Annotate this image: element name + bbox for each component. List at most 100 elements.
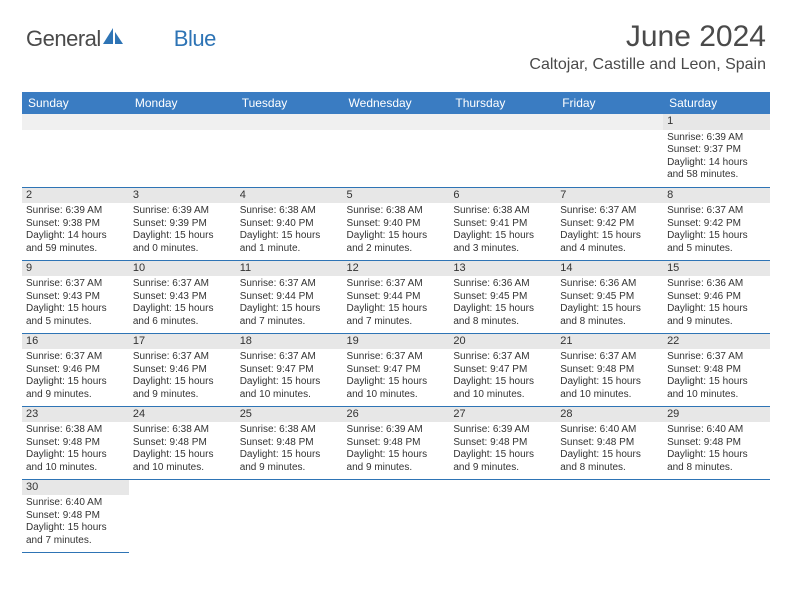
day-cell: 12Sunrise: 6:37 AMSunset: 9:44 PMDayligh… [343,260,450,333]
sunrise-text: Sunrise: 6:38 AM [453,205,552,218]
day-body: Sunrise: 6:37 AMSunset: 9:47 PMDaylight:… [449,349,556,405]
week-row: 2Sunrise: 6:39 AMSunset: 9:38 PMDaylight… [22,187,770,260]
day-number: 7 [556,188,663,204]
day-number: 1 [663,114,770,130]
day-body: Sunrise: 6:37 AMSunset: 9:47 PMDaylight:… [236,349,343,405]
day-number: 26 [343,407,450,423]
daylight-text: Daylight: 15 hours and 10 minutes. [667,376,766,401]
sunrise-text: Sunrise: 6:40 AM [560,424,659,437]
day-cell [22,114,129,187]
day-header: Tuesday [236,92,343,114]
day-cell: 16Sunrise: 6:37 AMSunset: 9:46 PMDayligh… [22,333,129,406]
day-number [449,114,556,130]
day-number: 21 [556,334,663,350]
day-header: Saturday [663,92,770,114]
sunset-text: Sunset: 9:48 PM [240,437,339,450]
day-cell: 17Sunrise: 6:37 AMSunset: 9:46 PMDayligh… [129,333,236,406]
day-number [343,114,450,130]
sunrise-text: Sunrise: 6:39 AM [667,132,766,145]
daylight-text: Daylight: 15 hours and 1 minute. [240,230,339,255]
sunset-text: Sunset: 9:46 PM [667,291,766,304]
day-body: Sunrise: 6:37 AMSunset: 9:43 PMDaylight:… [22,276,129,332]
sunset-text: Sunset: 9:40 PM [347,218,446,231]
day-body: Sunrise: 6:39 AMSunset: 9:48 PMDaylight:… [343,422,450,478]
day-body: Sunrise: 6:38 AMSunset: 9:40 PMDaylight:… [343,203,450,259]
day-cell: 26Sunrise: 6:39 AMSunset: 9:48 PMDayligh… [343,406,450,479]
brand-logo: General Blue [26,26,216,52]
day-cell [449,479,556,552]
daylight-text: Daylight: 15 hours and 9 minutes. [26,376,125,401]
day-header: Thursday [449,92,556,114]
sunrise-text: Sunrise: 6:37 AM [240,278,339,291]
week-row: 1Sunrise: 6:39 AMSunset: 9:37 PMDaylight… [22,114,770,187]
sunset-text: Sunset: 9:41 PM [453,218,552,231]
day-number: 6 [449,188,556,204]
sunset-text: Sunset: 9:48 PM [26,437,125,450]
day-number: 16 [22,334,129,350]
sunset-text: Sunset: 9:48 PM [26,510,125,523]
daylight-text: Daylight: 15 hours and 3 minutes. [453,230,552,255]
day-number: 18 [236,334,343,350]
daylight-text: Daylight: 15 hours and 9 minutes. [240,449,339,474]
day-body: Sunrise: 6:40 AMSunset: 9:48 PMDaylight:… [22,495,129,551]
sunrise-text: Sunrise: 6:38 AM [347,205,446,218]
day-body: Sunrise: 6:36 AMSunset: 9:46 PMDaylight:… [663,276,770,332]
day-header: Friday [556,92,663,114]
day-cell: 6Sunrise: 6:38 AMSunset: 9:41 PMDaylight… [449,187,556,260]
day-body: Sunrise: 6:37 AMSunset: 9:44 PMDaylight:… [343,276,450,332]
day-body: Sunrise: 6:37 AMSunset: 9:48 PMDaylight:… [556,349,663,405]
sunrise-text: Sunrise: 6:40 AM [26,497,125,510]
day-number: 23 [22,407,129,423]
day-cell [129,479,236,552]
daylight-text: Daylight: 15 hours and 8 minutes. [560,303,659,328]
sunset-text: Sunset: 9:39 PM [133,218,232,231]
sunrise-text: Sunrise: 6:37 AM [133,351,232,364]
day-number: 22 [663,334,770,350]
day-body: Sunrise: 6:38 AMSunset: 9:41 PMDaylight:… [449,203,556,259]
day-number [556,114,663,130]
sunrise-text: Sunrise: 6:37 AM [347,351,446,364]
sunset-text: Sunset: 9:43 PM [26,291,125,304]
day-body: Sunrise: 6:37 AMSunset: 9:46 PMDaylight:… [129,349,236,405]
day-cell [236,114,343,187]
daylight-text: Daylight: 15 hours and 9 minutes. [453,449,552,474]
day-cell: 15Sunrise: 6:36 AMSunset: 9:46 PMDayligh… [663,260,770,333]
sunset-text: Sunset: 9:42 PM [560,218,659,231]
day-number: 3 [129,188,236,204]
day-cell: 24Sunrise: 6:38 AMSunset: 9:48 PMDayligh… [129,406,236,479]
sunrise-text: Sunrise: 6:37 AM [667,205,766,218]
sunrise-text: Sunrise: 6:37 AM [560,351,659,364]
sunrise-text: Sunrise: 6:39 AM [26,205,125,218]
sunrise-text: Sunrise: 6:36 AM [560,278,659,291]
day-number: 29 [663,407,770,423]
day-cell: 23Sunrise: 6:38 AMSunset: 9:48 PMDayligh… [22,406,129,479]
day-number: 20 [449,334,556,350]
page-title: June 2024 [529,20,766,54]
day-header: Wednesday [343,92,450,114]
day-cell [663,479,770,552]
daylight-text: Daylight: 15 hours and 2 minutes. [347,230,446,255]
sunrise-text: Sunrise: 6:38 AM [240,205,339,218]
day-number: 11 [236,261,343,277]
day-cell: 1Sunrise: 6:39 AMSunset: 9:37 PMDaylight… [663,114,770,187]
day-body: Sunrise: 6:37 AMSunset: 9:42 PMDaylight:… [663,203,770,259]
sunset-text: Sunset: 9:40 PM [240,218,339,231]
sunset-text: Sunset: 9:44 PM [347,291,446,304]
day-header: Sunday [22,92,129,114]
daylight-text: Daylight: 15 hours and 9 minutes. [133,376,232,401]
daylight-text: Daylight: 15 hours and 10 minutes. [560,376,659,401]
day-cell: 4Sunrise: 6:38 AMSunset: 9:40 PMDaylight… [236,187,343,260]
week-row: 30Sunrise: 6:40 AMSunset: 9:48 PMDayligh… [22,479,770,552]
daylight-text: Daylight: 15 hours and 10 minutes. [133,449,232,474]
day-number: 25 [236,407,343,423]
day-cell: 8Sunrise: 6:37 AMSunset: 9:42 PMDaylight… [663,187,770,260]
week-row: 23Sunrise: 6:38 AMSunset: 9:48 PMDayligh… [22,406,770,479]
day-body: Sunrise: 6:39 AMSunset: 9:37 PMDaylight:… [663,130,770,186]
daylight-text: Daylight: 15 hours and 9 minutes. [347,449,446,474]
day-cell [556,479,663,552]
daylight-text: Daylight: 15 hours and 7 minutes. [26,522,125,547]
day-body: Sunrise: 6:39 AMSunset: 9:38 PMDaylight:… [22,203,129,259]
day-cell: 14Sunrise: 6:36 AMSunset: 9:45 PMDayligh… [556,260,663,333]
sunset-text: Sunset: 9:48 PM [133,437,232,450]
day-body: Sunrise: 6:39 AMSunset: 9:39 PMDaylight:… [129,203,236,259]
